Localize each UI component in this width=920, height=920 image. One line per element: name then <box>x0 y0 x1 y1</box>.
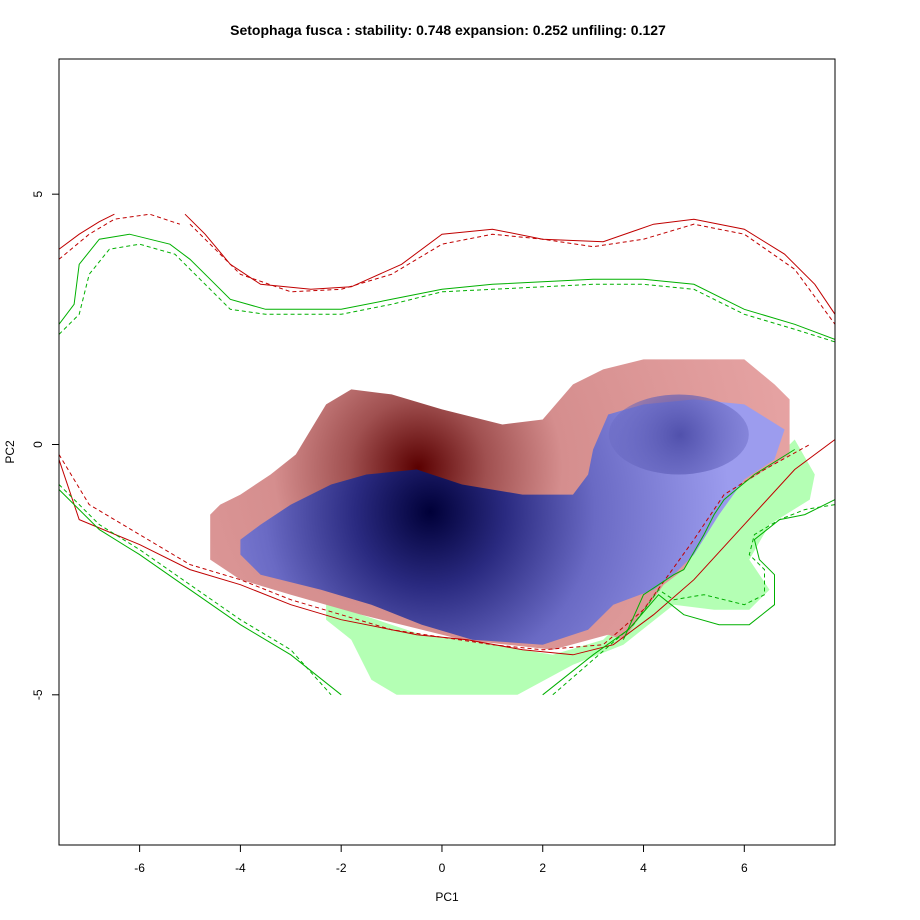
x-tick-label: -6 <box>134 861 145 875</box>
x-axis: -6 -4 -2 0 2 4 6 <box>134 845 748 875</box>
native-env-contour-1 <box>184 213 835 315</box>
native-env-contour-2 <box>59 439 835 656</box>
x-tick-label: 2 <box>539 861 546 875</box>
plot-area <box>59 213 835 696</box>
x-tick-label: -4 <box>235 861 246 875</box>
invaded-env-contour-dashed-0 <box>59 243 835 343</box>
x-tick-label: 6 <box>741 861 748 875</box>
invaded-env-contour-0 <box>59 233 835 340</box>
contours-layer <box>59 213 835 696</box>
x-tick-label: 0 <box>439 861 446 875</box>
y-tick-label: 0 <box>31 441 45 448</box>
x-tick-label: 4 <box>640 861 647 875</box>
native-env-contour-dashed-0 <box>59 213 181 260</box>
expansion-region <box>326 439 815 695</box>
native-env-contour-dashed-2 <box>59 444 811 651</box>
plot-frame <box>58 58 836 846</box>
y-axis: 5 0 -5 <box>31 191 59 700</box>
native-env-contour-dashed-1 <box>189 223 835 325</box>
invaded-env-contour-1 <box>59 489 342 696</box>
y-tick-label: 5 <box>31 191 45 198</box>
chart-title: Setophaga fusca : stability: 0.748 expan… <box>230 22 666 38</box>
invaded-env-contour-3 <box>622 449 795 640</box>
invaded-env-contour-dashed-1 <box>59 484 332 696</box>
invaded-env-contour-dashed-2 <box>552 504 835 696</box>
native-env-contour-0 <box>59 213 115 250</box>
y-axis-label: PC2 <box>3 440 17 464</box>
invaded-density-peak <box>608 394 749 475</box>
x-axis-label: PC1 <box>435 890 459 904</box>
y-tick-label: -5 <box>31 689 45 700</box>
regions-layer <box>210 359 815 695</box>
x-tick-label: -2 <box>336 861 347 875</box>
